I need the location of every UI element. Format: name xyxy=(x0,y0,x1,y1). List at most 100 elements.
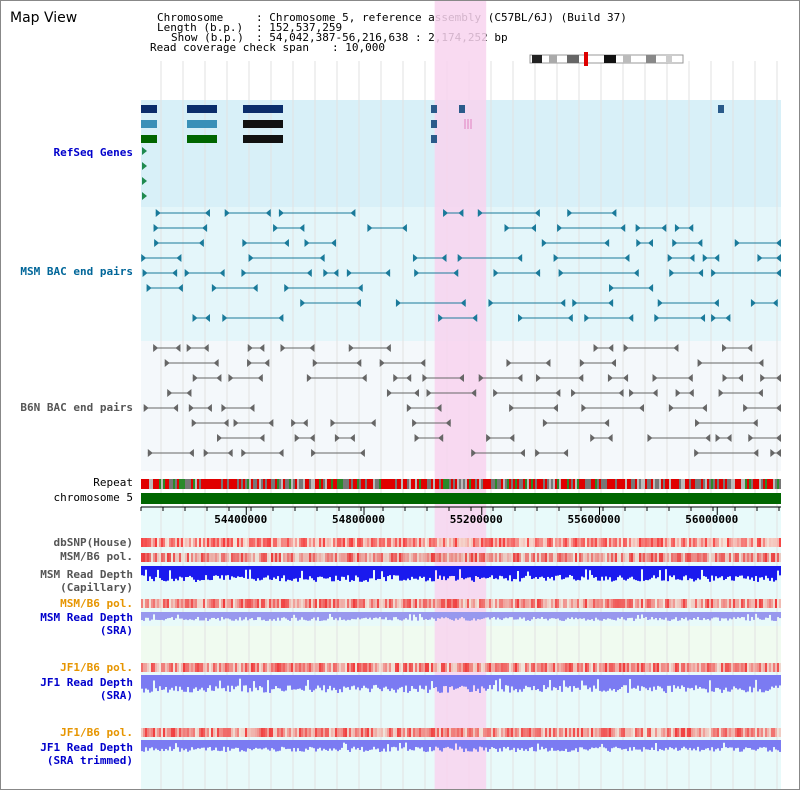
msm-pol-strip xyxy=(255,553,257,562)
jf1-depth-bar xyxy=(291,675,293,690)
dbsnp-strip xyxy=(709,538,711,547)
dbsnp-strip xyxy=(663,538,665,547)
jf1-depth-trimmed-bar xyxy=(609,740,611,752)
dbsnp-strip xyxy=(501,538,503,547)
jf1-depth-bar xyxy=(757,675,759,692)
msm-depth-capillary-bar xyxy=(691,566,693,579)
track-label-msm-bac[interactable]: MSM BAC end pairs xyxy=(20,265,133,278)
jf1-depth-trimmed-bar xyxy=(643,740,645,748)
repeat-segment xyxy=(461,479,463,489)
repeat-segment xyxy=(705,479,707,489)
msm-pol-strip xyxy=(233,553,235,562)
repeat-segment xyxy=(773,479,775,489)
dbsnp-strip xyxy=(141,538,143,547)
dbsnp-strip xyxy=(705,538,707,547)
msm-pol-2-strip xyxy=(577,599,579,608)
msm-pol-2-strip xyxy=(773,599,775,608)
msm-depth-capillary-bar xyxy=(719,566,721,578)
msm-depth-sra-bar xyxy=(179,612,181,619)
jf1-pol-strip xyxy=(715,663,717,672)
repeat-segment xyxy=(411,479,413,489)
msm-pol-strip xyxy=(231,553,233,562)
jf1-depth-trimmed-bar xyxy=(513,740,515,748)
repeat-segment xyxy=(619,479,621,489)
msm-pol-strip xyxy=(727,553,729,562)
track-label-jf1-trim[interactable]: JF1 Read Depth xyxy=(40,741,133,754)
jf1-depth-trimmed-bar xyxy=(165,740,167,749)
jf1-pol-2-strip xyxy=(577,728,579,737)
jf1-pol-2-strip xyxy=(703,728,705,737)
repeat-segment xyxy=(555,479,557,489)
jf1-pol-2-strip xyxy=(603,728,605,737)
msm-depth-capillary-bar xyxy=(507,566,509,581)
repeat-segment xyxy=(149,479,151,489)
track-label-b6n-bac[interactable]: B6N BAC end pairs xyxy=(20,401,133,414)
msm-pol-2-strip xyxy=(665,599,667,608)
jf1-pol-strip xyxy=(549,663,551,672)
track-label-refseq[interactable]: RefSeq Genes xyxy=(53,146,133,159)
repeat-segment xyxy=(591,479,593,489)
jf1-depth-trimmed-bar xyxy=(623,740,625,750)
msm-depth-capillary-bar xyxy=(447,566,449,579)
msm-bac-pair-end xyxy=(557,224,563,232)
repeat-segment xyxy=(441,479,443,489)
b6n-bac-pair-end xyxy=(747,344,753,352)
repeat-segment xyxy=(213,479,215,489)
msm-pol-2-strip xyxy=(661,599,663,608)
repeat-segment xyxy=(495,479,497,489)
repeat-segment xyxy=(437,479,439,489)
msm-pol-strip xyxy=(743,553,745,562)
repeat-segment xyxy=(191,479,193,489)
msm-pol-strip xyxy=(653,553,655,562)
repeat-segment xyxy=(339,479,341,489)
jf1-pol-2-strip xyxy=(755,728,757,737)
dbsnp-strip xyxy=(201,538,203,547)
msm-pol-strip xyxy=(381,553,383,562)
msm-bac-pair-end xyxy=(202,224,208,232)
msm-pol-strip xyxy=(575,553,577,562)
msm-depth-capillary-bar xyxy=(171,566,173,579)
dbsnp-strip xyxy=(315,538,317,547)
msm-depth-sra-bar xyxy=(739,612,741,619)
repeat-segment xyxy=(525,479,527,489)
msm-pol-2-strip xyxy=(581,599,583,608)
repeat-segment xyxy=(649,479,651,489)
repeat-segment xyxy=(477,479,479,489)
track-label-msm-depth-sra[interactable]: MSM Read Depth xyxy=(40,611,133,624)
jf1-pol-strip xyxy=(499,663,501,672)
repeat-segment xyxy=(423,479,425,489)
dbsnp-strip xyxy=(567,538,569,547)
msm-depth-sra-bar xyxy=(427,612,429,620)
jf1-pol-2-strip xyxy=(457,728,459,737)
msm-depth-capillary-bar xyxy=(239,566,241,578)
msm-depth-sra-bar xyxy=(619,612,621,619)
msm-pol-2-strip xyxy=(145,599,147,608)
repeat-segment xyxy=(475,479,477,489)
jf1-depth-bar xyxy=(511,675,513,687)
msm-pol-strip xyxy=(703,553,705,562)
track-label-msm-depth-cap[interactable]: MSM Read Depth xyxy=(40,568,133,581)
b6n-bac-pair-end xyxy=(639,404,645,412)
track-label-msm-pol-2[interactable]: MSM/B6 pol. xyxy=(60,597,133,610)
msm-depth-capillary-bar xyxy=(255,566,257,581)
track-label-dbsnp[interactable]: dbSNP(House) xyxy=(53,536,133,549)
msm-pol-2-strip xyxy=(631,599,633,608)
repeat-segment xyxy=(757,479,759,489)
jf1-pol-2-strip xyxy=(687,728,689,737)
repeat-segment xyxy=(205,479,207,489)
track-label-jf1-pol-2[interactable]: JF1/B6 pol. xyxy=(60,726,133,739)
jf1-depth-trimmed-bar xyxy=(483,740,485,751)
msm-pol-2-strip xyxy=(271,599,273,608)
track-label-msm-pol[interactable]: MSM/B6 pol. xyxy=(60,550,133,563)
track-label-jf1-depth[interactable]: JF1 Read Depth xyxy=(40,676,133,689)
jf1-depth-bar xyxy=(543,675,545,686)
msm-pol-2-strip xyxy=(767,599,769,608)
dbsnp-strip xyxy=(395,538,397,547)
msm-depth-sra-bar xyxy=(559,612,561,621)
jf1-depth-trimmed-bar xyxy=(587,740,589,751)
track-label-jf1-pol[interactable]: JF1/B6 pol. xyxy=(60,661,133,674)
msm-depth-sra-bar xyxy=(575,612,577,618)
jf1-pol-strip xyxy=(471,663,473,672)
jf1-depth-bar xyxy=(493,675,495,686)
